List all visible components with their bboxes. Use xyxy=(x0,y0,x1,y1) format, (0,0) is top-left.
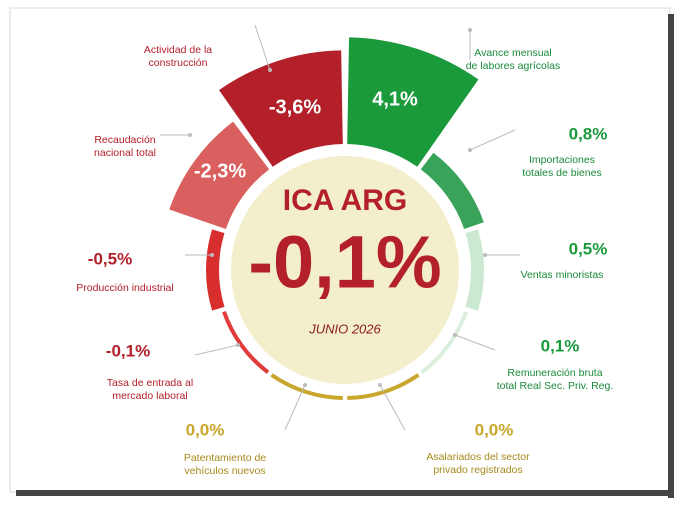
leader-line xyxy=(254,24,271,71)
wedge xyxy=(420,311,468,374)
item-label: Asalariados del sector xyxy=(426,451,530,463)
wedge xyxy=(219,50,343,167)
shadow xyxy=(668,14,674,498)
item-label: total Real Sec. Priv. Reg. xyxy=(497,380,614,392)
item-label: Remuneración bruta xyxy=(507,367,602,379)
value-label: 4,1% xyxy=(372,88,418,110)
value-label: 0,8% xyxy=(569,124,608,143)
value-label: -3,6% xyxy=(269,96,321,118)
item-label: vehículos nuevos xyxy=(184,465,265,477)
item-label: Avance mensual xyxy=(474,47,551,59)
item-label: Patentamiento de xyxy=(184,452,266,464)
leader-dot xyxy=(453,333,457,337)
center-date: JUNIO 2026 xyxy=(308,321,381,336)
leader-dot xyxy=(188,133,192,137)
item-label: Producción industrial xyxy=(76,282,173,294)
center-disc xyxy=(231,156,459,384)
leader-line xyxy=(379,384,406,431)
item-label: nacional total xyxy=(94,147,156,159)
leader-dot xyxy=(468,148,472,152)
wedge xyxy=(465,229,484,311)
wedge xyxy=(222,311,270,374)
leader-line xyxy=(454,334,496,351)
item-label: construcción xyxy=(149,57,208,69)
item-label: mercado laboral xyxy=(112,390,187,402)
leader-line xyxy=(284,384,306,431)
value-label: -0,5% xyxy=(88,249,132,268)
leader-dot xyxy=(378,383,382,387)
leader-dot xyxy=(483,253,487,257)
wedge xyxy=(347,373,420,400)
leader-dot xyxy=(468,28,472,32)
leader-dot xyxy=(268,68,272,72)
value-label: 0,0% xyxy=(475,420,514,439)
item-label: de labores agrícolas xyxy=(466,60,561,72)
shadow xyxy=(16,490,674,496)
item-label: Tasa de entrada al xyxy=(107,377,193,389)
leader-dot xyxy=(236,343,240,347)
value-label: 0,1% xyxy=(541,336,580,355)
wedge xyxy=(420,152,484,229)
item-label: Ventas minoristas xyxy=(521,269,604,281)
wedges xyxy=(169,37,484,400)
item-label: Actividad de la xyxy=(144,44,212,56)
item-label: Importaciones xyxy=(529,154,595,166)
wedge xyxy=(270,373,343,400)
leader-line xyxy=(194,344,239,356)
leader-dot xyxy=(303,383,307,387)
leader-dot xyxy=(210,253,214,257)
value-label: -2,3% xyxy=(194,160,246,182)
item-label: privado registrados xyxy=(433,464,522,476)
center-title: ICA ARG xyxy=(283,184,407,217)
value-label: 0,0% xyxy=(186,420,225,439)
wedge xyxy=(206,229,225,311)
wedge xyxy=(347,37,479,167)
value-label: 0,5% xyxy=(569,239,608,258)
center-value: -0,1% xyxy=(248,221,441,304)
value-label: -0,1% xyxy=(106,341,150,360)
leader-line xyxy=(469,129,516,151)
wedge xyxy=(169,121,270,229)
item-label: Recaudación xyxy=(94,134,155,146)
item-label: totales de bienes xyxy=(522,167,601,179)
